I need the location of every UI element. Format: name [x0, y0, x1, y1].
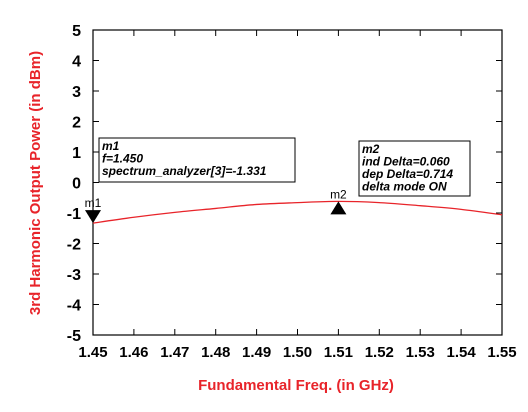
x-tick-label: 1.51: [324, 344, 353, 361]
y-axis-label: 3rd Harmonic Output Power (in dBm): [27, 51, 44, 315]
x-tick-label: 1.50: [283, 344, 312, 361]
x-tick-label: 1.53: [406, 344, 435, 361]
y-tick-label: -2: [67, 237, 81, 254]
series-layer: [92, 200, 503, 224]
marker-m2: m2: [330, 187, 347, 215]
x-tick-label: 1.48: [201, 344, 230, 361]
x-axis-label: Fundamental Freq. (in GHz): [198, 377, 394, 394]
x-tick-label: 1.52: [365, 344, 394, 361]
x-axis: 1.45 1.46 1.47 1.48 1.49 1.50 1.51 1.52 1.53 1.54…: [78, 30, 517, 361]
x-tick-label: 1.47: [160, 344, 189, 361]
x-tick-label: 1.49: [242, 344, 271, 361]
info-box-line: delta mode ON: [362, 180, 447, 194]
series-line: [92, 200, 503, 224]
y-tick-label: -3: [67, 267, 81, 284]
marker-label: m2: [330, 187, 347, 201]
x-tick-label: 1.45: [78, 344, 107, 361]
y-tick-label: 5: [72, 23, 81, 40]
marker-triangle: [85, 210, 101, 224]
y-tick-label: -1: [67, 206, 81, 223]
y-tick-label: 2: [72, 115, 81, 132]
y-axis: -5 -4 -3 -2 -1 0 1 2 3 4 5: [67, 23, 502, 345]
y-tick-label: 1: [72, 145, 81, 162]
y-tick-label: -4: [67, 298, 81, 315]
info-box-frame: [98, 137, 296, 183]
info-box-line: spectrum_analyzer[3]=-1.331: [102, 164, 267, 178]
info-box-line: f=1.450: [102, 152, 143, 166]
y-tick-label: 4: [72, 54, 81, 71]
info-box-line: ind Delta=0.060: [362, 155, 450, 169]
info-box-line: m1: [102, 139, 120, 153]
info-box-frame: [358, 140, 471, 197]
info-box-line: m2: [362, 142, 380, 156]
info-box-line: dep Delta=0.714: [362, 167, 453, 181]
marker-layer: m1m1f=1.450spectrum_analyzer[3]=-1.331m2…: [85, 137, 471, 224]
marker-label: m1: [85, 196, 102, 210]
y-tick-label: -5: [67, 328, 81, 345]
marker-m1: m1: [85, 196, 102, 224]
marker-triangle: [330, 201, 347, 215]
x-tick-label: 1.55: [487, 344, 516, 361]
y-tick-label: 0: [72, 176, 81, 193]
x-tick-label: 1.46: [119, 344, 148, 361]
y-tick-label: 3: [72, 84, 81, 101]
x-tick-label: 1.54: [446, 344, 476, 361]
